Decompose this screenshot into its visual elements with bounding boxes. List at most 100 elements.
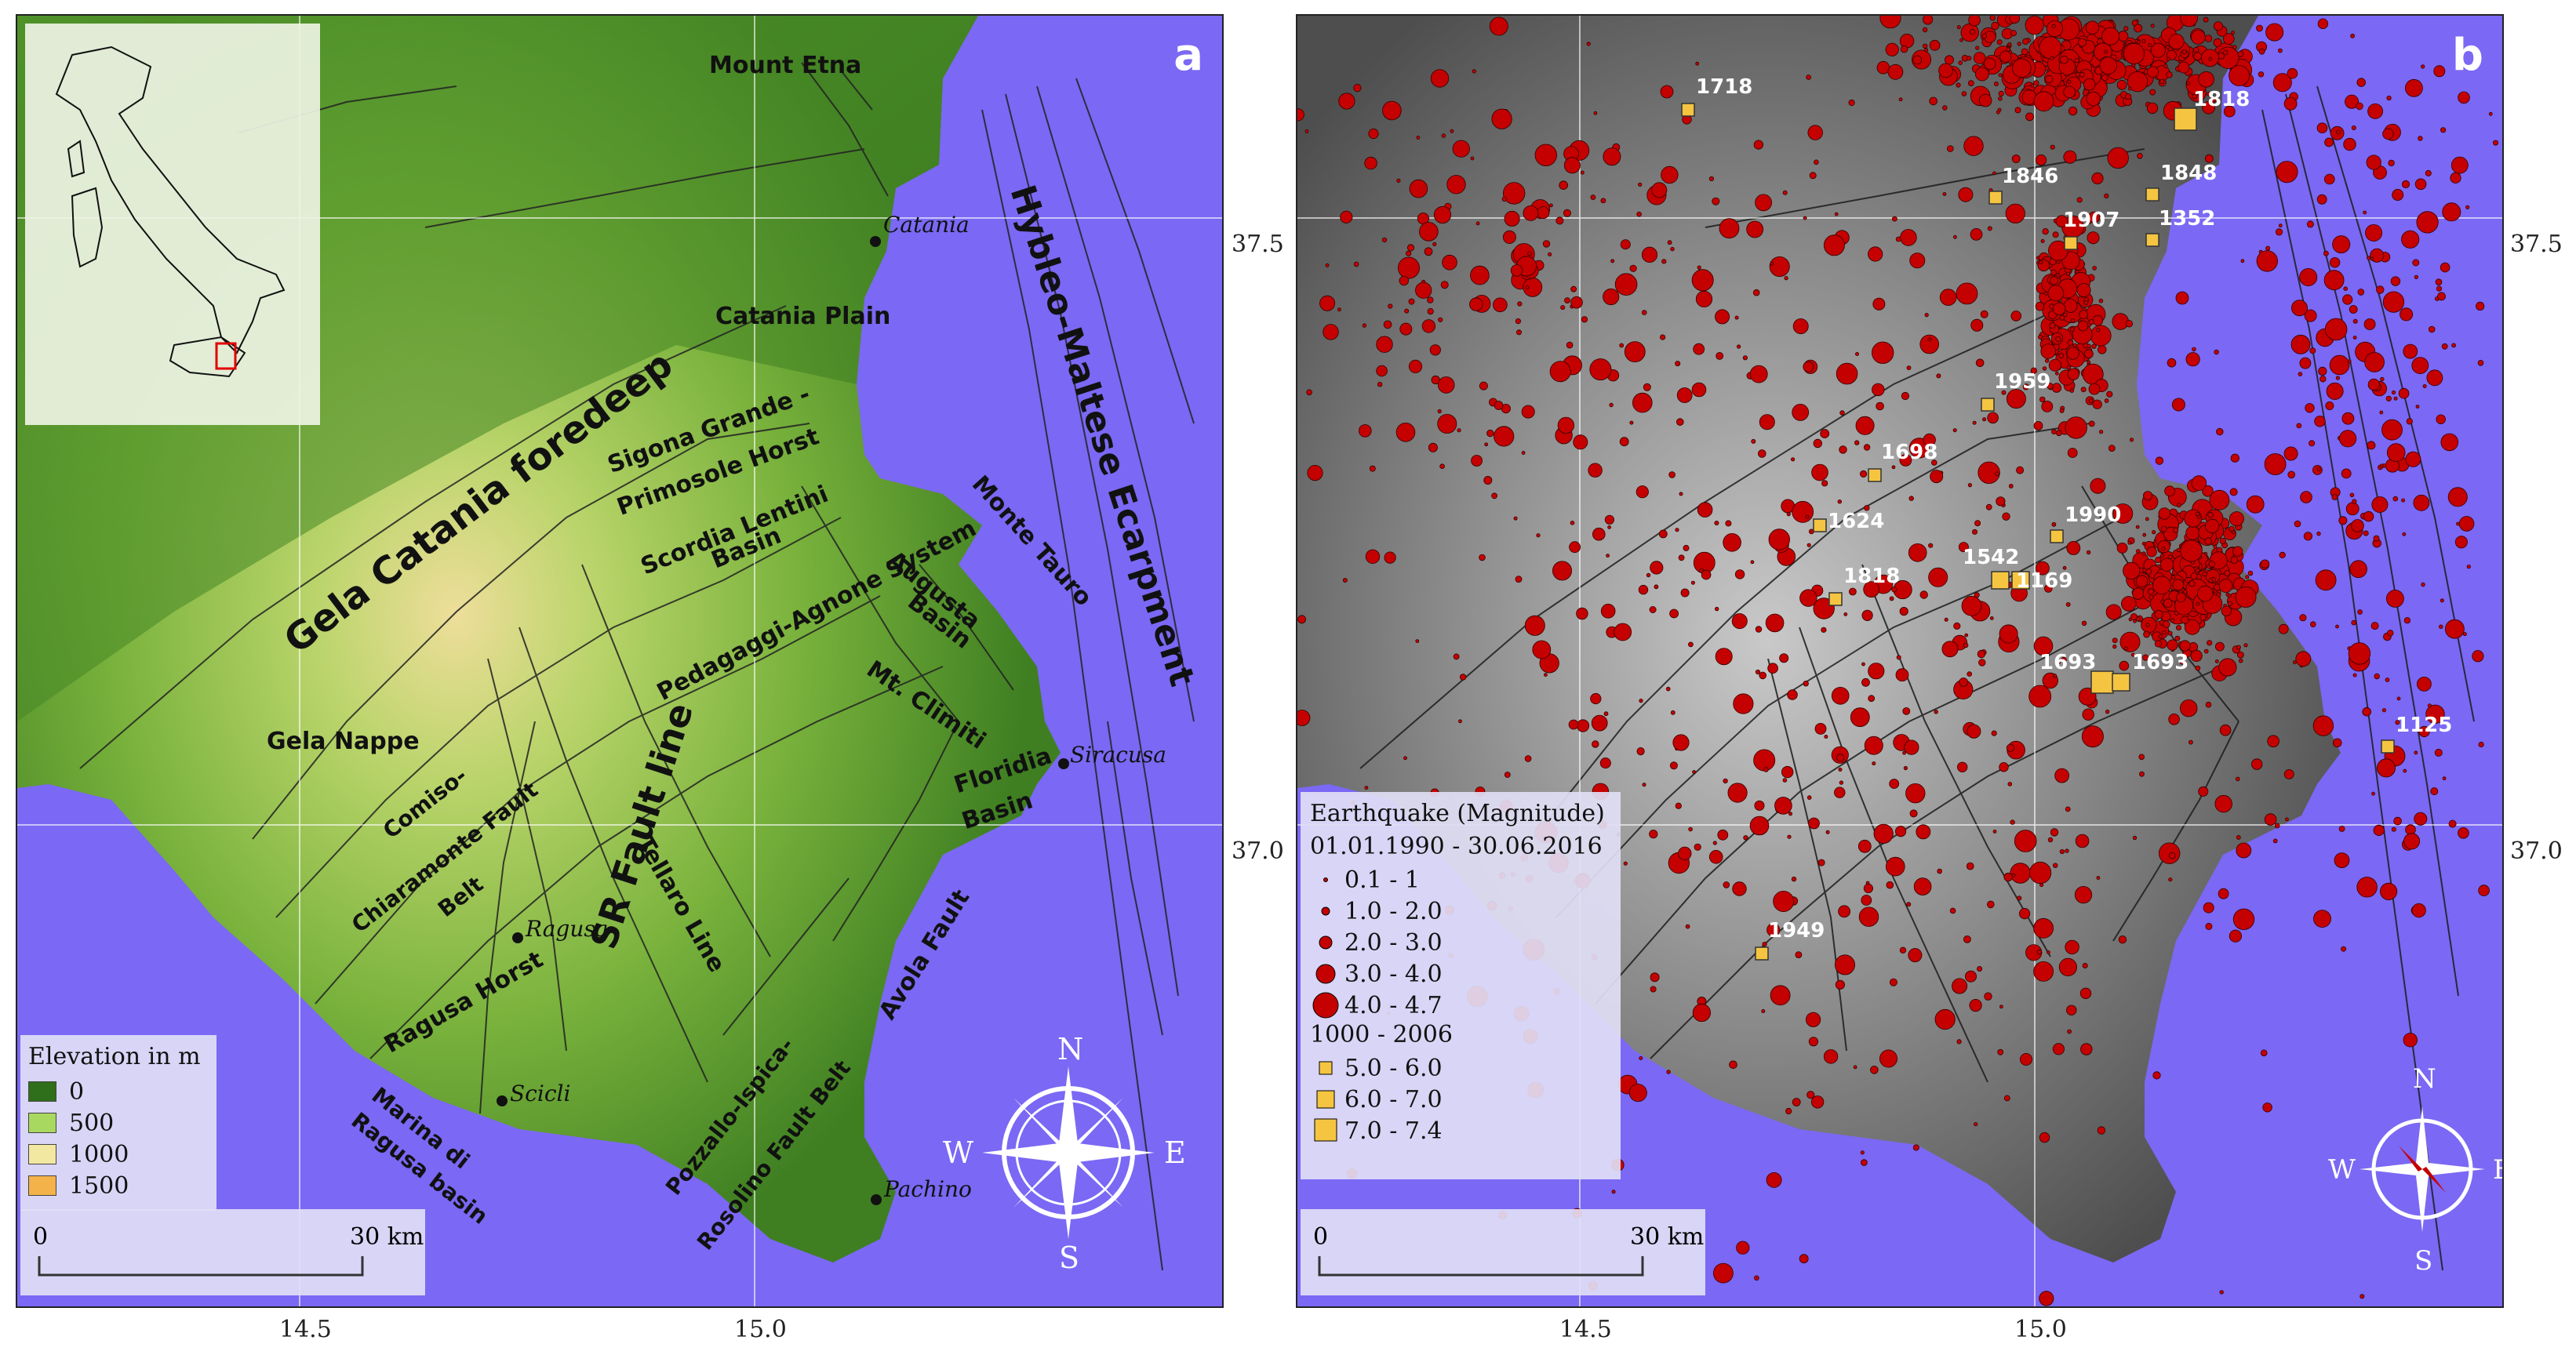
- earthquake-circle: [2063, 150, 2077, 164]
- earthquake-circle: [2203, 902, 2214, 914]
- earthquake-circle: [1980, 310, 1988, 318]
- earthquake-circle: [2411, 357, 2429, 375]
- earthquake-circle: [1969, 999, 1982, 1012]
- earthquake-circle: [2062, 312, 2068, 318]
- earthquake-circle: [2427, 703, 2432, 708]
- earthquake-circle: [1723, 532, 1741, 552]
- earthquake-circle: [2265, 245, 2271, 251]
- earthquake-circle: [2158, 634, 2163, 639]
- earthquake-circle: [2088, 383, 2101, 395]
- earthquake-circle: [2162, 630, 2167, 635]
- earthquake-circle: [1891, 465, 1896, 470]
- earthquake-circle: [1734, 315, 1739, 320]
- earthquake-circle: [1494, 426, 1515, 447]
- earthquake-circle: [1967, 56, 1972, 61]
- earthquake-circle: [1697, 502, 1713, 518]
- earthquake-circle: [2040, 343, 2056, 359]
- earthquake-circle: [1628, 1084, 1647, 1103]
- earthquake-circle: [2436, 414, 2446, 424]
- earthquake-circle: [1658, 529, 1668, 539]
- earthquake-circle: [2224, 570, 2231, 577]
- earthquake-circle: [1839, 780, 1844, 785]
- y-tick-37-5-a: 37.5: [1232, 231, 1284, 258]
- earthquake-circle: [2180, 16, 2198, 27]
- earthquake-circle: [2105, 604, 2122, 620]
- earthquake-circle: [2141, 541, 2146, 546]
- earthquake-circle: [1382, 100, 1402, 121]
- earthquake-circle: [1970, 318, 1984, 332]
- earthquake-circle: [2331, 494, 2338, 500]
- earthquake-circle: [2339, 430, 2357, 448]
- earthquake-circle: [2183, 590, 2188, 594]
- earthquake-circle: [1515, 318, 1521, 325]
- earthquake-circle: [2477, 359, 2484, 366]
- earthquake-circle: [2022, 383, 2029, 391]
- earthquake-circle: [2380, 882, 2398, 901]
- earthquake-circle: [2041, 400, 2054, 412]
- earthquake-circle: [1900, 229, 1917, 246]
- earthquake-circle: [2152, 576, 2171, 595]
- earthquake-circle: [1848, 99, 1855, 107]
- earthquake-circle: [2229, 65, 2250, 86]
- earthquake-circle: [1998, 90, 2004, 97]
- earthquake-circle: [1834, 786, 1846, 798]
- earthquake-circle: [2145, 623, 2150, 627]
- earthquake-circle: [1750, 560, 1755, 565]
- earthquake-circle: [2058, 957, 2078, 977]
- earthquake-circle: [1788, 812, 1793, 816]
- historic-year-label: 1949: [1768, 919, 1825, 943]
- earthquake-circle: [1868, 695, 1876, 703]
- earthquake-circle: [1803, 216, 1807, 220]
- earthquake-circle: [1908, 496, 1914, 501]
- earthquake-circle: [1723, 778, 1728, 784]
- earthquake-circle: [1986, 900, 1995, 909]
- earthquake-circle: [2166, 56, 2170, 61]
- earthquake-circle: [2219, 537, 2226, 545]
- earthquake-circle: [2040, 238, 2045, 243]
- earthquake-circle: [1991, 21, 1999, 31]
- earthquake-circle: [1668, 471, 1675, 478]
- earthquake-circle: [2163, 64, 2168, 68]
- historic-year-label: 1125: [2396, 714, 2453, 737]
- earthquake-circle: [1364, 156, 1377, 170]
- historic-earthquake-square: [2112, 673, 2130, 692]
- earthquake-circle: [2119, 660, 2130, 671]
- earthquake-circle: [2002, 512, 2010, 521]
- earthquake-circle: [2066, 347, 2079, 360]
- earthquake-circle: [2367, 104, 2383, 119]
- earthquake-circle: [1923, 43, 1928, 49]
- earthquake-circle: [2001, 390, 2007, 395]
- earthquake-circle: [2067, 368, 2079, 380]
- earthquake-circle: [2442, 776, 2447, 781]
- earthquake-circle: [1981, 33, 1988, 39]
- earthquake-circle: [2030, 367, 2037, 374]
- earthquake-circle: [2028, 685, 2052, 708]
- earthquake-circle: [1879, 16, 1901, 29]
- earthquake-circle: [1755, 194, 1772, 212]
- earthquake-circle: [2323, 270, 2345, 291]
- earthquake-circle: [1927, 337, 1932, 342]
- earthquake-circle: [1563, 157, 1581, 174]
- earthquake-circle: [2076, 283, 2091, 298]
- earthquake-circle: [2148, 43, 2152, 48]
- earthquake-circle: [1604, 514, 1614, 525]
- elevation-legend-title: Elevation in m: [28, 1043, 201, 1070]
- earthquake-circle: [2007, 782, 2013, 786]
- earthquake-circle: [1588, 463, 1603, 478]
- earthquake-circle: [1502, 230, 1516, 244]
- earthquake-circle: [2450, 172, 2461, 183]
- earthquake-circle: [1806, 543, 1811, 547]
- earthquake-circle: [2391, 390, 2396, 395]
- earthquake-circle: [2371, 496, 2389, 514]
- earthquake-circle: [1419, 222, 1439, 242]
- earthquake-circle: [1397, 256, 1420, 279]
- earthquake-circle: [1566, 341, 1574, 349]
- earthquake-circle: [1861, 609, 1873, 621]
- earthquake-circle: [2386, 590, 2404, 608]
- earthquake-circle: [2045, 358, 2050, 363]
- earthquake-circle: [1787, 834, 1792, 839]
- earthquake-circle: [2065, 848, 2069, 853]
- compass-b-n: N: [2413, 1063, 2436, 1095]
- earthquake-circle: [2045, 74, 2054, 84]
- earthquake-circle: [1365, 549, 1381, 565]
